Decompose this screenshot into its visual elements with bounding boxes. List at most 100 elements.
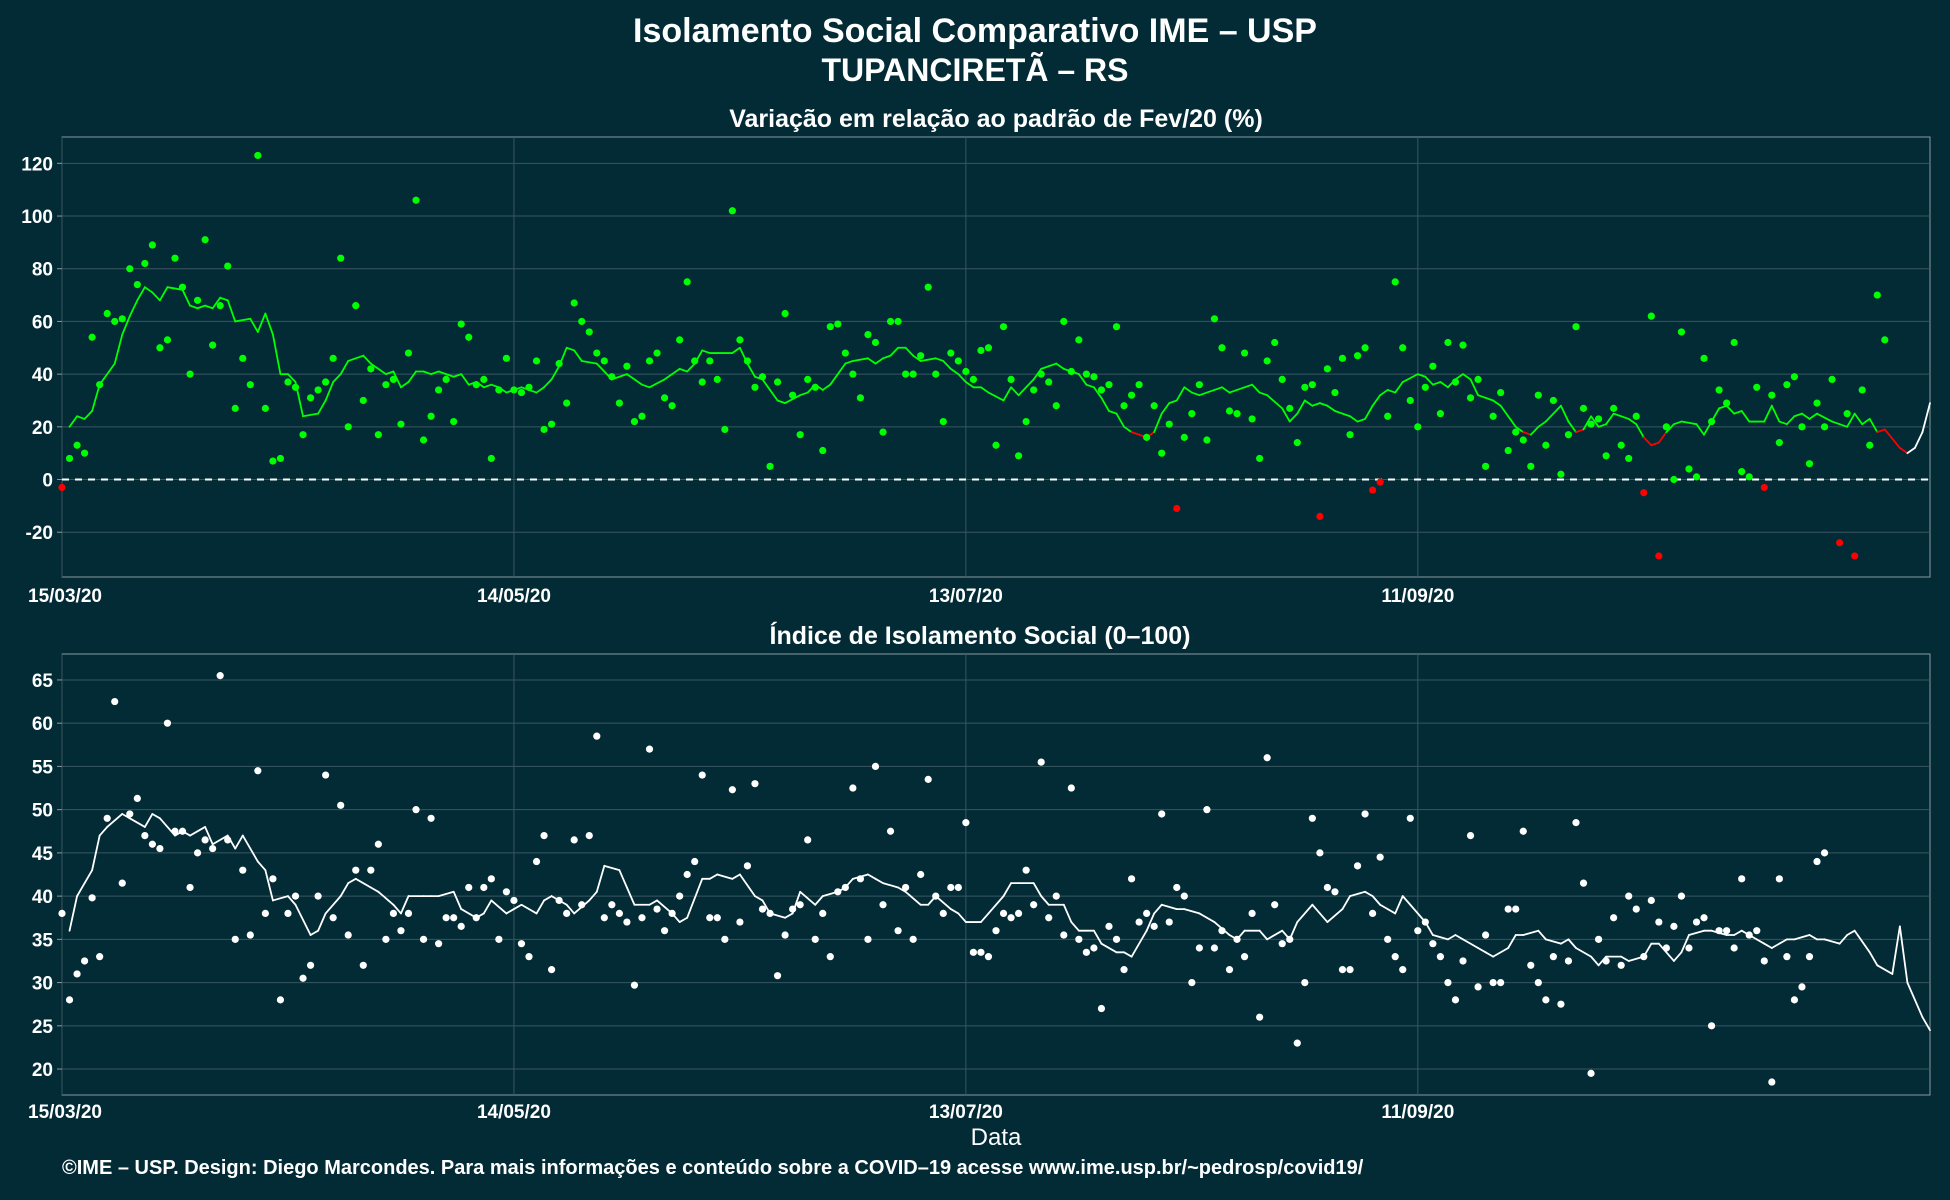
moving-average-segment (535, 899, 545, 915)
moving-average-segment (1032, 882, 1043, 898)
data-point (284, 378, 292, 386)
data-point (1353, 862, 1362, 870)
y-tick-label: 35 (32, 930, 54, 951)
moving-average-segment (1612, 412, 1630, 420)
data-point (653, 905, 661, 913)
data-point (1037, 758, 1045, 766)
data-point (141, 259, 149, 268)
moving-average-segment (400, 895, 410, 915)
data-point (450, 914, 458, 922)
data-point (555, 359, 563, 368)
data-point (1097, 386, 1106, 394)
data-point (1384, 412, 1392, 420)
moving-average-segment (1733, 410, 1743, 415)
moving-average-segment (1853, 412, 1864, 426)
data-point (653, 349, 661, 357)
moving-average-segment (272, 333, 282, 376)
moving-average-segment (1213, 386, 1223, 391)
moving-average-segment (1266, 394, 1284, 410)
data-point (427, 412, 435, 420)
moving-average-segment (1477, 947, 1487, 954)
moving-average-segment (1153, 903, 1163, 915)
data-point (1218, 927, 1226, 935)
data-point (65, 996, 74, 1004)
data-point (1512, 428, 1520, 436)
data-point (1286, 935, 1294, 943)
data-point (1173, 883, 1181, 892)
moving-average-segment (347, 357, 357, 362)
data-point (1610, 914, 1618, 922)
moving-average-segment (1560, 938, 1570, 945)
data-point (1188, 410, 1196, 418)
y-tick-label: 45 (32, 844, 54, 865)
moving-average-segment (1914, 431, 1924, 449)
y-tick-label: 65 (32, 671, 54, 692)
data-point (894, 317, 902, 326)
data-point (743, 862, 752, 870)
data-point (909, 935, 917, 943)
moving-average-segment (520, 903, 538, 915)
data-point (1564, 957, 1573, 965)
data-point (1557, 1000, 1565, 1008)
data-point (1316, 512, 1324, 521)
moving-average-segment (106, 813, 124, 828)
moving-average-segment (1688, 929, 1705, 936)
data-point (1549, 396, 1557, 405)
data-point (465, 883, 473, 892)
data-point (1707, 1022, 1716, 1030)
data-point (1263, 357, 1271, 365)
moving-average-segment (1883, 428, 1901, 449)
data-point (201, 236, 209, 244)
data-point (1685, 944, 1693, 952)
moving-average-segment (91, 834, 101, 872)
moving-average-segment (369, 886, 380, 893)
moving-average-segment (678, 916, 689, 923)
data-point (1225, 966, 1234, 974)
data-point (487, 454, 495, 463)
panel-variation-title: Variação em relação ao padrão de Fev/20 … (729, 105, 1263, 133)
moving-average-segment (1160, 903, 1178, 910)
moving-average-segment (573, 349, 583, 362)
data-point (306, 961, 315, 969)
moving-average-segment (648, 899, 658, 906)
moving-average-segment (904, 346, 915, 357)
data-point (1813, 399, 1821, 407)
moving-average-segment (241, 834, 259, 863)
data-point (1233, 935, 1241, 943)
data-point (1203, 436, 1211, 444)
data-point (1459, 341, 1467, 349)
data-point (984, 344, 993, 352)
moving-average-segment (1522, 929, 1540, 936)
moving-average-segment (1582, 415, 1592, 431)
data-point (1436, 953, 1445, 961)
data-point (758, 373, 767, 381)
moving-average-segment (535, 386, 545, 394)
data-point (796, 901, 804, 909)
moving-average-segment (1401, 895, 1412, 906)
moving-average-segment (1477, 394, 1495, 402)
x-tick-label: 13/07/20 (929, 586, 1003, 607)
moving-average-segment (1492, 947, 1510, 958)
data-point (1173, 504, 1181, 513)
data-point (1210, 315, 1219, 323)
moving-average-segment (482, 383, 493, 389)
moving-average-segment (716, 873, 734, 880)
data-point (1527, 961, 1535, 969)
moving-average-segment (226, 299, 237, 323)
data-point (502, 888, 511, 896)
data-point (1805, 460, 1814, 468)
moving-average-segment (1085, 383, 1095, 389)
data-point (849, 784, 857, 792)
data-point (1331, 888, 1339, 896)
data-point (1451, 378, 1460, 386)
moving-average-segment (1673, 420, 1683, 426)
data-point (96, 953, 104, 961)
moving-average-segment (1627, 418, 1638, 426)
data-point (1256, 454, 1264, 463)
data-point (231, 935, 239, 943)
panel-index: Índice de Isolamento Social (0–100) 20 25… (28, 621, 1931, 1151)
data-point (193, 849, 202, 857)
data-point (969, 948, 978, 956)
data-point (932, 370, 940, 378)
data-point (676, 336, 684, 344)
